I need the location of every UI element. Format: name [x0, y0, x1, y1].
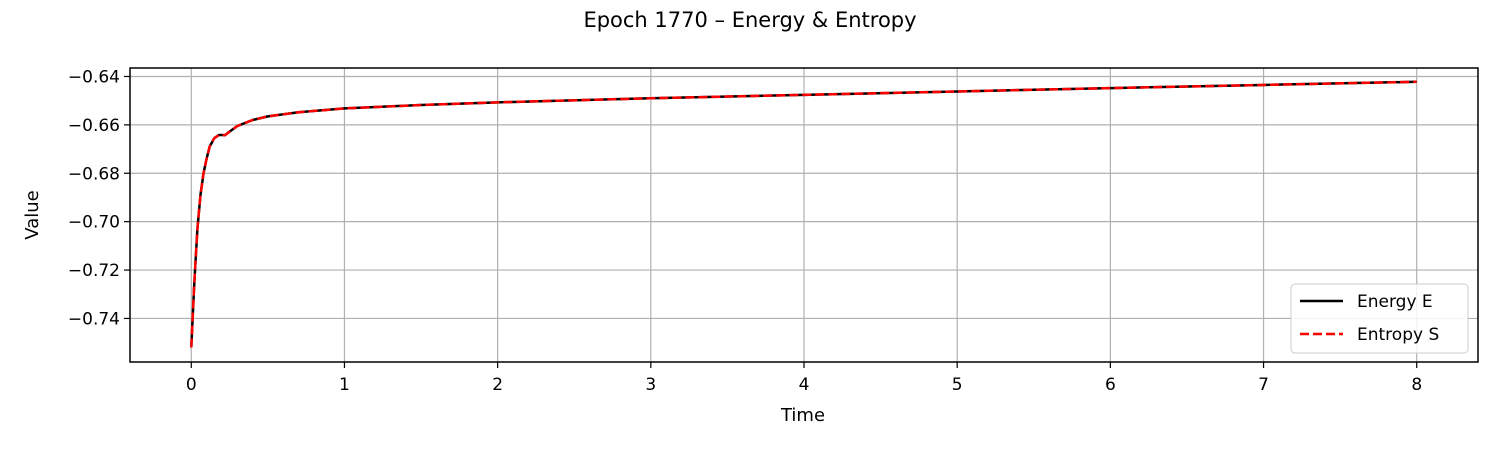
y-tick-label: −0.74: [68, 309, 120, 329]
x-axis-label: Time: [780, 405, 825, 426]
series-line-entropy-s: [190, 80, 1417, 348]
x-tick-label: 3: [645, 375, 656, 395]
x-tick-label: 0: [186, 375, 197, 395]
x-tick-label: 7: [1258, 375, 1269, 395]
y-axis: −0.74 −0.72 −0.70 −0.68 −0.66 −0.64: [68, 67, 130, 329]
x-tick-label: 8: [1411, 375, 1422, 395]
x-axis: 0 1 2 3 4 5 6 7 8: [186, 362, 1422, 395]
x-tick-label: 4: [799, 375, 810, 395]
chart-title: Epoch 1770 – Energy & Entropy: [583, 8, 916, 32]
y-tick-label: −0.64: [68, 67, 120, 87]
y-axis-label: Value: [22, 190, 43, 239]
y-tick-label: −0.70: [68, 213, 120, 233]
y-tick-label: −0.66: [68, 116, 120, 136]
legend: Energy E Entropy S: [1290, 283, 1469, 354]
legend-label-energy: Energy E: [1357, 292, 1433, 312]
y-tick-label: −0.72: [68, 261, 120, 281]
x-tick-label: 2: [492, 375, 503, 395]
y-tick-label: −0.68: [68, 164, 120, 184]
x-tick-label: 5: [952, 375, 963, 395]
x-tick-label: 6: [1105, 375, 1116, 395]
x-tick-label: 1: [339, 375, 350, 395]
series-layer: [190, 80, 1417, 348]
legend-label-entropy: Entropy S: [1357, 325, 1439, 345]
grid-lines: [130, 68, 1478, 362]
